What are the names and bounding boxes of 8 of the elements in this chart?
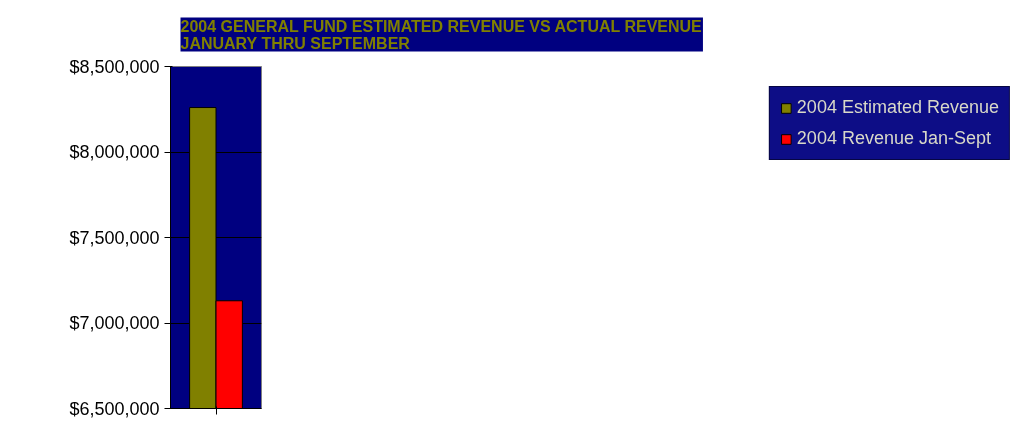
- y-tick-label: $8,500,000: [69, 56, 160, 77]
- legend-label: 2004 Estimated Revenue: [796, 97, 999, 118]
- y-tick-label: $7,500,000: [69, 227, 160, 248]
- text: 2004 GENERAL FUND ESTIMATED REVENUE VS ACTUAL REVENUE JANUARY THRU SEPTEMBER: [180, 17, 703, 52]
- y-tick-label: $6,500,000: [69, 398, 160, 419]
- y-tick-label: $7,000,000: [69, 313, 160, 333]
- legend-label: 2004 Revenue Jan-Sept: [796, 128, 992, 149]
- y-tick-label: $8,000,000: [69, 142, 160, 162]
